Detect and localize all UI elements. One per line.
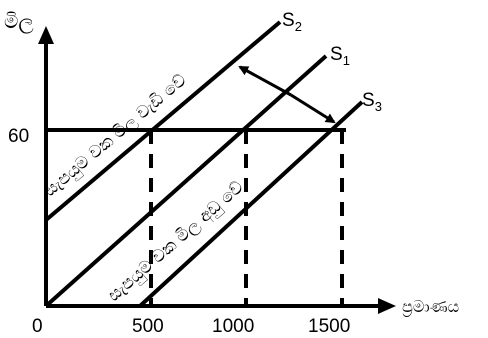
label-s3: S3 [362, 90, 382, 114]
tick-60: 60 [8, 126, 29, 147]
curve-s3 [138, 100, 364, 308]
x-axis-label: ප්‍රමාණය [402, 297, 459, 317]
annotation-price-decrease: සැපයුම වක මිල අඩු වේ [104, 177, 248, 306]
tick-1500: 1500 [308, 316, 350, 337]
curve-s2 [44, 20, 282, 222]
curve-s1 [44, 54, 328, 308]
y-axis-label: මිල [4, 9, 34, 34]
annotation-price-increase: සැපයුම වක මිල වැඩි වේ [40, 70, 190, 201]
origin-label: 0 [32, 316, 43, 337]
shift-arrow-right [290, 93, 336, 124]
tick-500: 500 [132, 316, 164, 337]
tick-1000: 1000 [212, 316, 254, 337]
label-s2: S2 [282, 10, 302, 34]
y-axis-arrow-icon [38, 26, 54, 44]
x-axis-arrow-icon [378, 298, 396, 314]
label-s1: S1 [330, 44, 350, 68]
shift-arrow-left [238, 65, 292, 97]
